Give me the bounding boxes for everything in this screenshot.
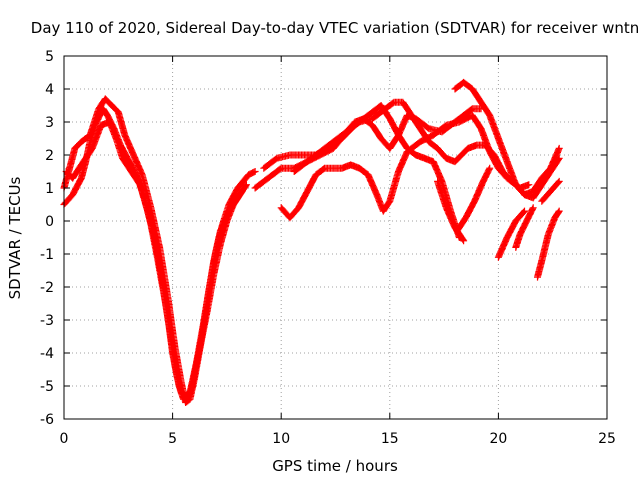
data-marks xyxy=(494,207,528,261)
x-tick-label: 0 xyxy=(60,431,69,447)
y-tick-label: 0 xyxy=(45,214,54,230)
y-tick-label: -4 xyxy=(40,346,54,362)
data-marks xyxy=(538,177,563,205)
y-tick-label: 4 xyxy=(45,82,54,98)
data-marks xyxy=(451,78,563,202)
x-tick-label: 15 xyxy=(381,431,399,447)
y-tick-label: -5 xyxy=(40,379,54,395)
y-tick-label: -1 xyxy=(40,247,54,263)
series-tail-2 xyxy=(494,207,528,261)
x-tick-label: 10 xyxy=(272,431,290,447)
plot-frame xyxy=(63,55,608,420)
chart-title: Day 110 of 2020, Sidereal Day-to-day VTE… xyxy=(31,19,639,37)
data-points xyxy=(60,78,563,406)
series-wave-d xyxy=(290,98,533,192)
y-tick-label: -2 xyxy=(40,280,54,296)
series-main-dip-lower xyxy=(62,118,246,400)
x-axis-label: GPS time / hours xyxy=(272,457,398,475)
y-tick-label: 5 xyxy=(45,49,54,65)
y-tick-label: -3 xyxy=(40,313,54,329)
gridlines xyxy=(64,56,607,419)
data-marks xyxy=(534,207,563,281)
data-marks xyxy=(62,118,246,400)
y-tick-label: 2 xyxy=(45,148,54,164)
y-axis-label: SDTVAR / TECUs xyxy=(6,176,24,299)
series-tail-3 xyxy=(512,204,537,251)
x-tick-label: 25 xyxy=(598,431,616,447)
series-tail-1 xyxy=(453,164,494,235)
x-tick-label: 5 xyxy=(168,431,177,447)
x-tick-label: 20 xyxy=(489,431,507,447)
y-tick-label: 1 xyxy=(45,181,54,197)
series-tail-4 xyxy=(534,207,563,281)
data-marks xyxy=(512,204,537,251)
series-wave-e xyxy=(451,78,563,202)
axis-ticks: 0 5 10 15 20 25 -6 -5 -4 -3 -2 -1 0 1 2 3 4 5 xyxy=(40,49,616,447)
y-tick-label: 3 xyxy=(45,115,54,131)
y-tick-label: -6 xyxy=(40,412,54,428)
data-marks xyxy=(453,164,494,235)
data-marks xyxy=(290,98,533,192)
series-tail-5 xyxy=(538,177,563,205)
